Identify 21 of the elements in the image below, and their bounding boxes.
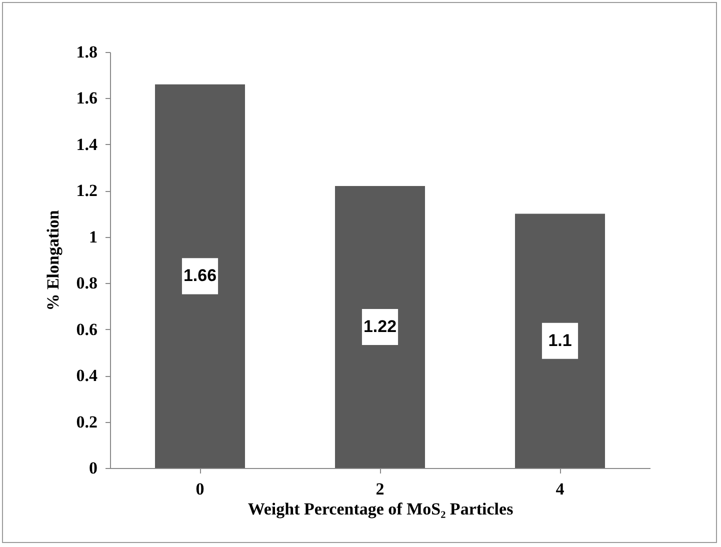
data-label: 1.1: [548, 330, 572, 350]
y-tick-label: 0.6: [76, 320, 98, 339]
y-tick-label: 1.4: [76, 134, 98, 154]
y-tick-label: 0.8: [76, 274, 98, 293]
x-tick-label: 0: [196, 480, 204, 498]
y-tick-label: 1.2: [76, 181, 98, 200]
x-tick-label: 4: [556, 480, 565, 498]
data-label: 1.66: [183, 266, 217, 286]
bar: [515, 214, 605, 468]
y-axis-title: % Elongation: [43, 210, 62, 311]
y-tick-label: 1: [89, 227, 98, 246]
y-tick-label: 1.8: [76, 42, 98, 62]
y-tick-label: 0: [89, 458, 98, 478]
x-tick-label: 2: [376, 480, 384, 498]
y-tick-label: 0.2: [76, 412, 98, 432]
x-axis-title: Weight Percentage of MoS₂ Particles: [248, 500, 514, 518]
bar: [335, 186, 425, 468]
data-label: 1.22: [363, 317, 397, 336]
y-tick-label: 0.4: [76, 366, 98, 386]
bar: [155, 84, 245, 468]
y-tick-label: 1.6: [76, 88, 98, 108]
